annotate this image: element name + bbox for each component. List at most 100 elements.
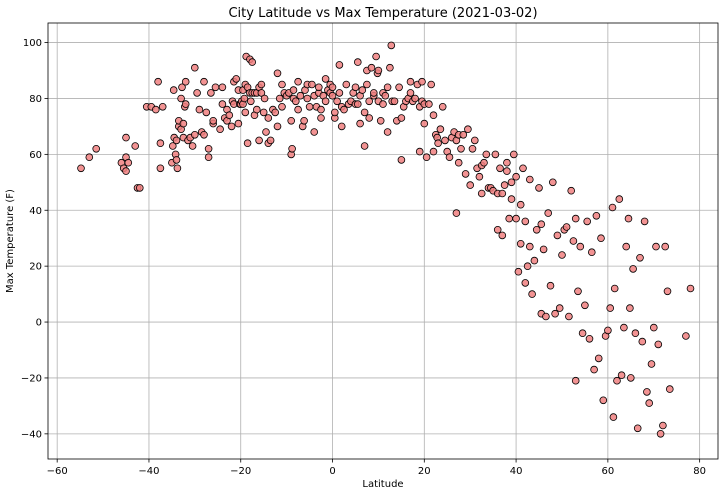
data-point bbox=[445, 153, 454, 162]
data-point bbox=[457, 145, 465, 153]
data-point bbox=[535, 184, 543, 192]
data-point bbox=[659, 421, 667, 430]
data-point bbox=[340, 105, 348, 114]
data-point bbox=[387, 41, 396, 50]
x-tick-label: 20 bbox=[418, 466, 431, 477]
data-point bbox=[273, 122, 282, 131]
data-point bbox=[200, 131, 208, 139]
data-point bbox=[85, 153, 94, 162]
data-point bbox=[420, 119, 429, 128]
data-point bbox=[415, 147, 424, 156]
data-point bbox=[521, 217, 530, 226]
data-point bbox=[92, 145, 100, 153]
data-point bbox=[576, 242, 585, 251]
data-point bbox=[569, 237, 578, 245]
data-point bbox=[516, 200, 525, 209]
x-tick-label: −40 bbox=[138, 466, 159, 477]
data-point bbox=[177, 94, 185, 103]
data-point bbox=[289, 86, 298, 94]
data-point bbox=[647, 360, 656, 368]
data-point bbox=[636, 253, 644, 262]
data-point bbox=[328, 91, 337, 100]
data-point bbox=[585, 334, 594, 343]
data-point bbox=[475, 172, 484, 181]
y-tick-label: 20 bbox=[29, 262, 42, 273]
chart-title: City Latitude vs Max Temperature (2021-0… bbox=[228, 6, 537, 21]
data-point bbox=[615, 195, 624, 203]
grid-layer bbox=[48, 23, 718, 459]
data-point bbox=[321, 97, 330, 106]
data-point bbox=[156, 139, 165, 148]
x-tick-label: −60 bbox=[47, 466, 68, 477]
data-point bbox=[248, 58, 257, 66]
data-point bbox=[597, 234, 605, 243]
data-point bbox=[278, 103, 286, 111]
data-point bbox=[434, 139, 442, 148]
data-point bbox=[429, 111, 438, 119]
data-point bbox=[617, 371, 626, 380]
data-point bbox=[638, 337, 647, 346]
data-point bbox=[191, 63, 199, 72]
data-point bbox=[610, 284, 619, 293]
x-tick-label: 60 bbox=[601, 466, 614, 477]
data-point bbox=[77, 164, 85, 173]
data-point bbox=[441, 136, 449, 145]
data-point bbox=[273, 69, 282, 78]
y-tick-label: 0 bbox=[36, 318, 42, 329]
data-point bbox=[592, 212, 601, 220]
data-point bbox=[200, 77, 208, 86]
data-point bbox=[257, 80, 266, 89]
data-point bbox=[606, 304, 614, 312]
data-point bbox=[686, 284, 695, 293]
data-point bbox=[553, 231, 562, 240]
x-tick-label: −20 bbox=[230, 466, 251, 477]
data-point bbox=[452, 209, 461, 217]
data-point bbox=[418, 77, 426, 86]
data-point bbox=[207, 89, 215, 97]
data-point bbox=[429, 147, 438, 156]
data-point bbox=[241, 108, 250, 117]
data-point bbox=[287, 117, 296, 125]
data-point bbox=[512, 172, 520, 181]
data-point bbox=[629, 265, 637, 273]
data-point bbox=[546, 281, 555, 290]
data-point bbox=[390, 97, 399, 106]
data-point bbox=[365, 114, 374, 122]
data-point bbox=[193, 89, 201, 97]
data-point bbox=[379, 100, 387, 108]
data-point bbox=[169, 86, 178, 94]
data-point bbox=[211, 83, 220, 92]
y-tick-label: 80 bbox=[29, 94, 42, 105]
data-point bbox=[383, 83, 392, 92]
data-point bbox=[594, 354, 603, 363]
data-point bbox=[204, 145, 213, 153]
data-point bbox=[519, 164, 527, 173]
data-point bbox=[158, 103, 167, 111]
data-point bbox=[122, 167, 130, 175]
data-point bbox=[204, 153, 213, 162]
data-point bbox=[525, 242, 534, 251]
data-point bbox=[574, 287, 582, 296]
data-point bbox=[317, 105, 325, 114]
data-point bbox=[330, 108, 339, 117]
data-point bbox=[571, 376, 580, 385]
data-point bbox=[300, 117, 308, 125]
data-point bbox=[590, 365, 598, 374]
data-point bbox=[216, 125, 224, 133]
data-point bbox=[367, 63, 376, 72]
data-point bbox=[521, 279, 530, 287]
data-point bbox=[622, 242, 630, 251]
data-point bbox=[578, 329, 587, 338]
data-point bbox=[604, 326, 612, 335]
data-point bbox=[503, 158, 511, 167]
data-point bbox=[640, 217, 649, 226]
data-point bbox=[548, 178, 557, 187]
data-point bbox=[397, 156, 406, 164]
data-point bbox=[136, 184, 144, 192]
data-point bbox=[544, 209, 552, 217]
data-point bbox=[583, 217, 591, 226]
data-point bbox=[381, 91, 390, 100]
data-point bbox=[169, 142, 177, 150]
data-point bbox=[369, 89, 378, 97]
x-tick-label: 0 bbox=[329, 466, 335, 477]
